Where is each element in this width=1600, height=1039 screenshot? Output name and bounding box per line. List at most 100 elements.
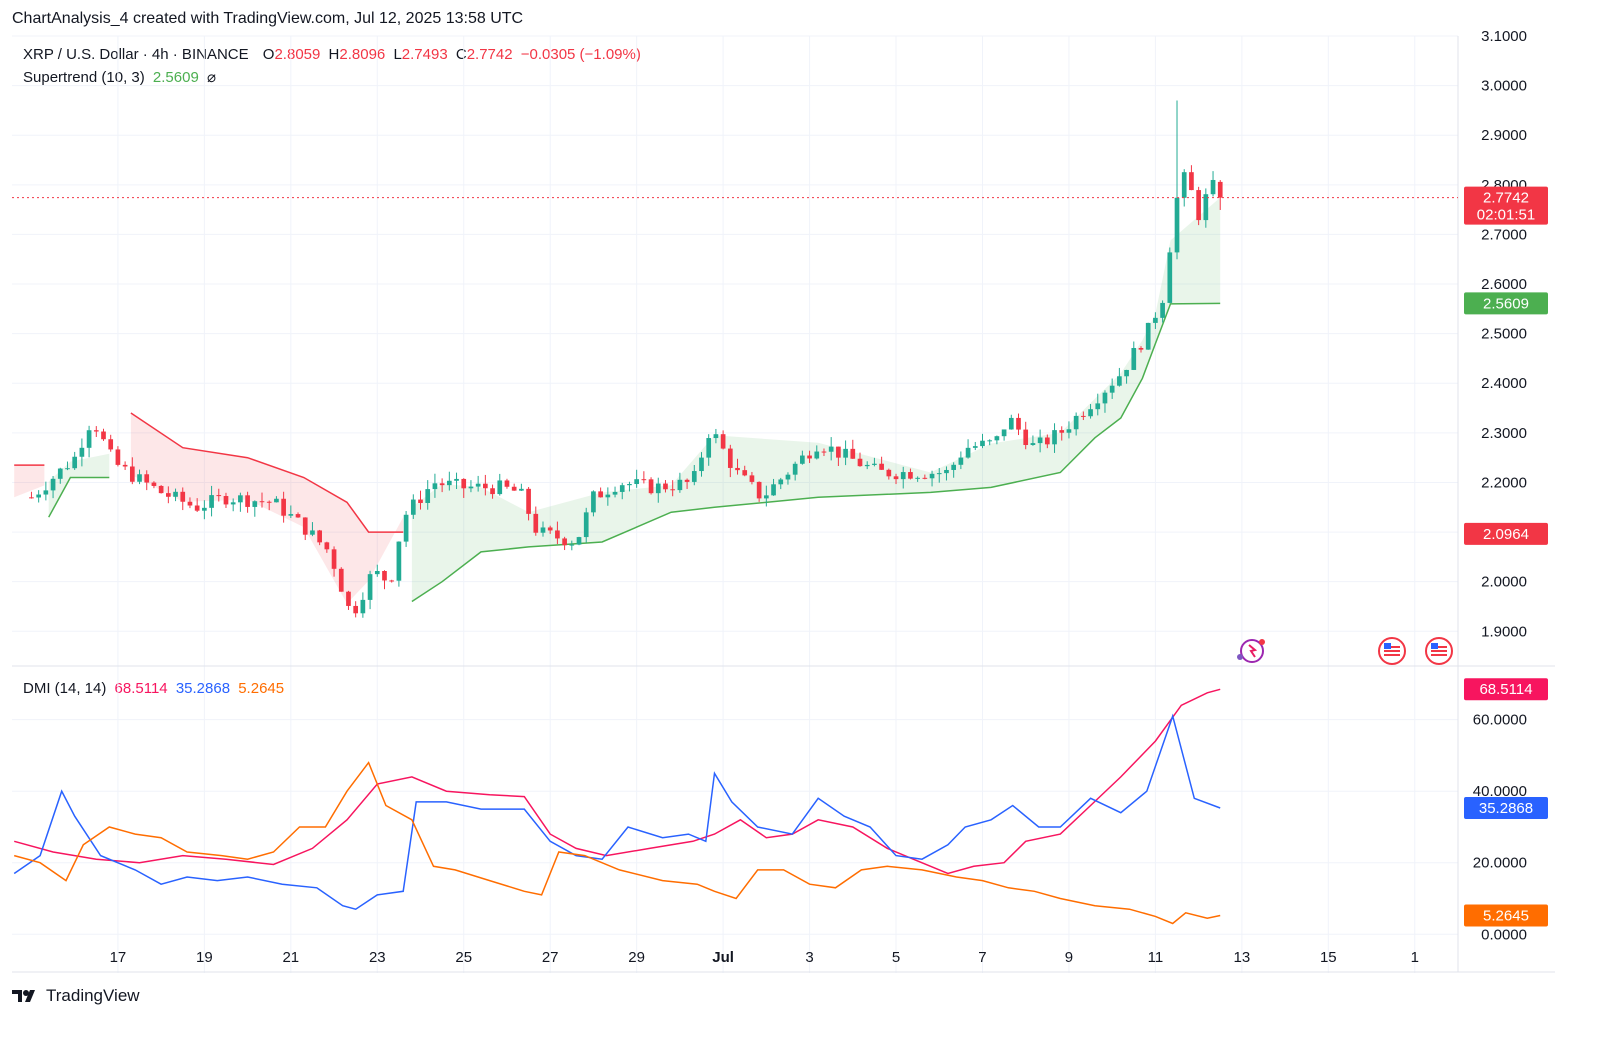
bearish-candle: [1044, 437, 1050, 445]
bullish-candle: [1052, 430, 1057, 445]
bearish-candle: [115, 449, 121, 465]
bearish-candle: [1196, 190, 1201, 221]
grid-lines: [12, 35, 1555, 973]
minus-di-badge-text: 5.2645: [1483, 907, 1529, 924]
bullish-candle: [468, 486, 474, 489]
lightning-event-icon[interactable]: [1237, 639, 1265, 663]
bullish-candle: [1210, 179, 1216, 195]
bullish-candle: [173, 491, 178, 497]
bullish-candle: [872, 463, 877, 465]
dmi-lines: [13, 688, 1221, 925]
symbol-label[interactable]: XRP / U.S. Dollar · 4h · BINANCE: [23, 46, 249, 63]
bullish-candle: [691, 471, 697, 482]
bullish-candle: [410, 499, 416, 515]
dmi-label[interactable]: DMI (14, 14): [23, 680, 107, 697]
bearish-candle: [908, 472, 913, 479]
bearish-candle: [526, 488, 531, 514]
time-axis-tick-label: 29: [628, 949, 645, 966]
bearish-candle: [1059, 430, 1065, 433]
bullish-candle: [374, 570, 380, 575]
footer-logo[interactable]: TradingView: [12, 986, 140, 1006]
bullish-candle: [987, 440, 993, 442]
price-axis-tick-label: 3.0000: [1481, 78, 1527, 95]
supertrend-line: [14, 302, 1221, 603]
bullish-candle: [1030, 443, 1036, 446]
bullish-candle: [1124, 369, 1129, 377]
plus-di-badge-bg: [1464, 797, 1548, 820]
price-axis-tick-label: 2.7000: [1481, 226, 1527, 243]
bullish-candle: [36, 494, 41, 498]
bearish-candle: [1189, 172, 1194, 191]
bullish-candle: [79, 447, 85, 457]
bearish-candle: [122, 464, 128, 467]
bearish-candle: [158, 485, 164, 494]
plus-di-badge: 35.2868: [1464, 797, 1548, 820]
time-axis-tick-label: 7: [978, 949, 986, 966]
bullish-candle: [1073, 415, 1079, 430]
bullish-candle: [1001, 429, 1007, 437]
bullish-candle: [785, 474, 791, 480]
bearish-candle: [836, 446, 841, 458]
bearish-candle: [821, 451, 827, 453]
supertrend-label[interactable]: Supertrend (10, 3): [23, 69, 145, 86]
bullish-candle: [288, 514, 294, 516]
bearish-candle: [245, 495, 250, 507]
bearish-candle: [547, 527, 553, 531]
bearish-candle: [1138, 347, 1144, 350]
price-axis-tick-label: 3.1000: [1481, 28, 1527, 45]
bullish-candle: [238, 495, 243, 503]
bearish-candle: [389, 580, 395, 582]
us-flag-event-icon[interactable]: [1425, 637, 1453, 665]
bullish-candle: [72, 456, 78, 469]
level-badge-text: 2.0964: [1483, 526, 1529, 543]
event-icons[interactable]: [1237, 637, 1453, 665]
bearish-candle: [259, 501, 265, 503]
supertrend-legend: Supertrend (10, 3) 2.5609 ⌀: [23, 68, 220, 86]
supertrend-up-line: [48, 476, 110, 518]
bullish-candle: [778, 479, 784, 485]
bearish-candle: [735, 467, 740, 471]
bearish-candle: [166, 493, 171, 497]
us-flag-event-icon[interactable]: [1378, 637, 1406, 665]
last-price-badge-text: 2.7742: [1483, 190, 1529, 207]
supertrend-up-fill: [411, 197, 1221, 602]
dmi-minus-value: 5.2645: [238, 680, 285, 697]
bullish-candle: [706, 438, 712, 458]
bearish-candle: [281, 498, 286, 516]
bullish-candle: [655, 483, 661, 494]
bullish-candle: [980, 440, 985, 447]
bearish-candle: [302, 517, 308, 535]
bullish-candle: [612, 491, 618, 495]
bullish-candle: [367, 574, 373, 600]
adx-badge-text: 68.5114: [1479, 681, 1532, 698]
bullish-candle: [1181, 172, 1187, 198]
bullish-candle: [792, 463, 798, 475]
bullish-candle: [1131, 347, 1137, 370]
supertrend-fill: [14, 197, 1221, 604]
bearish-candle: [756, 481, 762, 499]
bearish-candle: [93, 430, 99, 432]
bullish-candle: [230, 502, 236, 505]
bullish-candle: [43, 490, 49, 495]
time-axis-tick-label: 15: [1320, 949, 1337, 966]
bullish-candle: [843, 448, 848, 458]
bearish-candle: [180, 491, 186, 502]
hidden-values-icon[interactable]: ⌀: [206, 69, 217, 86]
adx-line: [14, 688, 1221, 875]
bearish-candle: [857, 458, 863, 467]
bullish-candle: [677, 479, 683, 491]
time-axis-tick-label: 11: [1148, 949, 1164, 966]
bearish-candle: [886, 469, 892, 477]
bearish-candle: [663, 483, 668, 490]
bullish-candle: [475, 483, 481, 487]
bearish-candle: [850, 448, 856, 459]
bullish-candle: [936, 473, 942, 475]
dmi-plus-value: 35.2868: [175, 680, 231, 697]
time-axis-tick-label: Jul: [712, 949, 734, 966]
bearish-candle: [353, 605, 359, 614]
minus-di-badge: 5.2645: [1464, 904, 1548, 927]
bullish-candle: [86, 430, 92, 448]
bearish-candle: [893, 476, 899, 480]
